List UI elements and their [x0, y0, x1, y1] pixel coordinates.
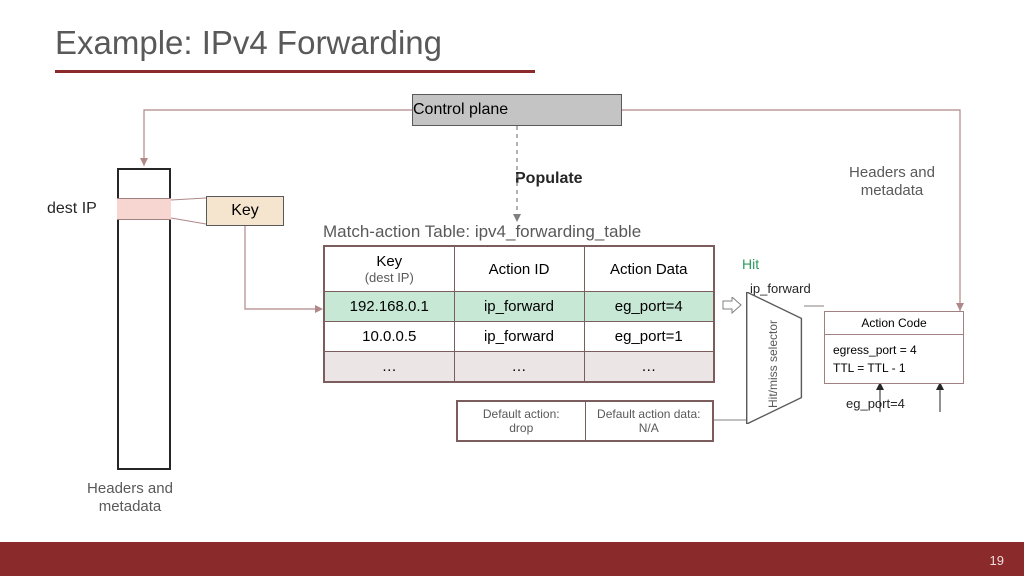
dest-ip-label: dest IP — [47, 200, 97, 218]
match-action-table: Key(dest IP)Action IDAction Data 192.168… — [323, 245, 715, 383]
page-number: 19 — [990, 553, 1004, 568]
dest-ip-band — [117, 198, 171, 220]
arrow-icon — [722, 297, 742, 315]
default-action-table: Default action:dropDefault action data:N… — [456, 400, 714, 442]
action-code-box: Action Code egress_port = 4TTL = TTL - 1 — [824, 311, 964, 384]
action-code-header: Action Code — [825, 312, 963, 335]
key-box: Key — [206, 196, 284, 226]
hit-miss-selector-label: Hit/miss selector — [766, 320, 780, 408]
match-table-title: Match-action Table: ipv4_forwarding_tabl… — [323, 222, 641, 242]
hit-label: Hit — [742, 256, 759, 272]
eg-port-label: eg_port=4 — [846, 396, 905, 411]
action-code-body: egress_port = 4TTL = TTL - 1 — [825, 335, 963, 383]
headers-metadata-bottom: Headers and metadata — [70, 480, 190, 516]
footer-bar — [0, 542, 1024, 576]
